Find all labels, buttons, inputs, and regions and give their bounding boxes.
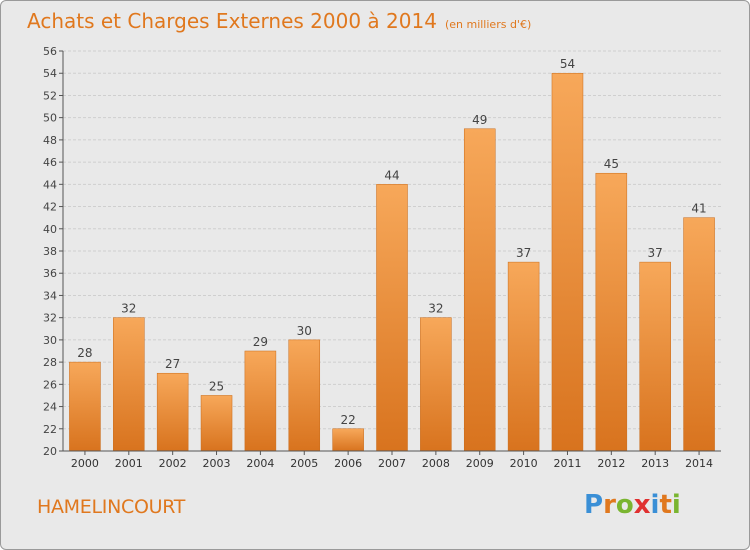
bar-2007	[376, 184, 408, 452]
y-tick-label: 36	[43, 267, 57, 280]
y-tick-label: 24	[43, 401, 57, 414]
logo-letter: o	[615, 490, 634, 520]
x-tick-label-2009: 2009	[466, 457, 494, 470]
x-tick-label-2005: 2005	[290, 457, 318, 470]
y-axis: 20 22 24 26 28 30 32 34 36 38 40 42 44 46 48 50 52 54 56	[43, 45, 64, 458]
chart-title: Achats et Charges Externes 2000 à 2014 (e…	[27, 9, 531, 33]
bar-2004	[244, 350, 277, 452]
bar-2000	[69, 361, 101, 452]
data-label-2007: 44	[384, 168, 399, 182]
logo-letter: i	[650, 490, 660, 520]
y-tick-label: 22	[43, 423, 57, 436]
x-tick-label-2013: 2013	[641, 457, 669, 470]
y-tick-label: 42	[43, 201, 57, 214]
x-tick-label-2006: 2006	[334, 457, 362, 470]
data-label-2014: 41	[691, 202, 706, 216]
x-tick-label-2014: 2014	[685, 457, 713, 470]
bar-2003	[200, 395, 233, 452]
data-label-2011: 54	[560, 57, 575, 71]
x-tick-label-2002: 2002	[159, 457, 187, 470]
data-label-2010: 37	[516, 246, 531, 260]
x-tick-label-2000: 2000	[71, 457, 99, 470]
y-tick-label: 50	[43, 112, 57, 125]
y-tick-label: 26	[43, 378, 57, 391]
logo-letter: x	[633, 490, 651, 520]
bar-2002	[156, 372, 189, 452]
bar-2014	[683, 217, 715, 452]
unit-label: (en milliers d'€)	[444, 18, 532, 31]
logo-letter: r	[603, 490, 616, 520]
y-tick-label: 48	[43, 134, 57, 147]
bar-2013	[639, 261, 671, 452]
x-tick-label-2001: 2001	[115, 457, 143, 470]
x-tick-label-2004: 2004	[246, 457, 274, 470]
bar-2008	[420, 317, 452, 452]
x-axis: 2000 2001 2002 2003 2004 2005 2006 2007 2008 2009…	[63, 450, 721, 470]
y-tick-label: 20	[43, 445, 57, 458]
logo-letter: P	[584, 490, 604, 520]
data-label-2001: 32	[121, 302, 136, 316]
data-label-2008: 32	[428, 302, 443, 316]
x-tick-label-2011: 2011	[553, 457, 581, 470]
y-tick-label: 52	[43, 89, 57, 102]
bar-2011	[551, 72, 584, 452]
bars: 28 32 27 25 29 30 22 44 32 49 37 54 45 37 41	[69, 57, 715, 452]
proxiti-logo[interactable]: Proxiti	[584, 490, 681, 520]
data-label-2003: 25	[209, 379, 224, 393]
bar-2006	[332, 428, 364, 452]
bar-2012	[595, 172, 628, 452]
y-tick-label: 54	[43, 67, 57, 80]
y-tick-label: 34	[43, 289, 57, 302]
data-label-2012: 45	[604, 157, 619, 171]
data-label-2005: 30	[297, 324, 312, 338]
x-tick-label-2012: 2012	[597, 457, 625, 470]
x-tick-label-2010: 2010	[510, 457, 538, 470]
x-tick-label-2003: 2003	[203, 457, 231, 470]
logo-letter: t	[659, 490, 672, 520]
bar-2001	[113, 317, 145, 452]
y-tick-label: 46	[43, 156, 57, 169]
y-tick-label: 56	[43, 45, 57, 58]
logo-letter: i	[671, 490, 681, 520]
x-tick-label-2008: 2008	[422, 457, 450, 470]
title-text: Achats et Charges Externes 2000 à 2014	[27, 9, 437, 33]
y-tick-label: 32	[43, 312, 57, 325]
y-tick-label: 38	[43, 245, 57, 258]
data-label-2004: 29	[253, 335, 268, 349]
data-label-2009: 49	[472, 113, 487, 127]
bar-2009	[463, 128, 496, 452]
x-tick-label-2007: 2007	[378, 457, 406, 470]
y-tick-label: 30	[43, 334, 57, 347]
data-label-2013: 37	[648, 246, 663, 260]
data-label-2006: 22	[340, 413, 355, 427]
y-tick-label: 28	[43, 356, 57, 369]
y-tick-label: 40	[43, 223, 57, 236]
bar-2010	[507, 261, 540, 452]
bar-2005	[288, 339, 321, 452]
data-label-2000: 28	[77, 346, 92, 360]
y-tick-label: 44	[43, 178, 57, 191]
commune-name: HAMELINCOURT	[37, 496, 186, 518]
data-label-2002: 27	[165, 357, 180, 371]
